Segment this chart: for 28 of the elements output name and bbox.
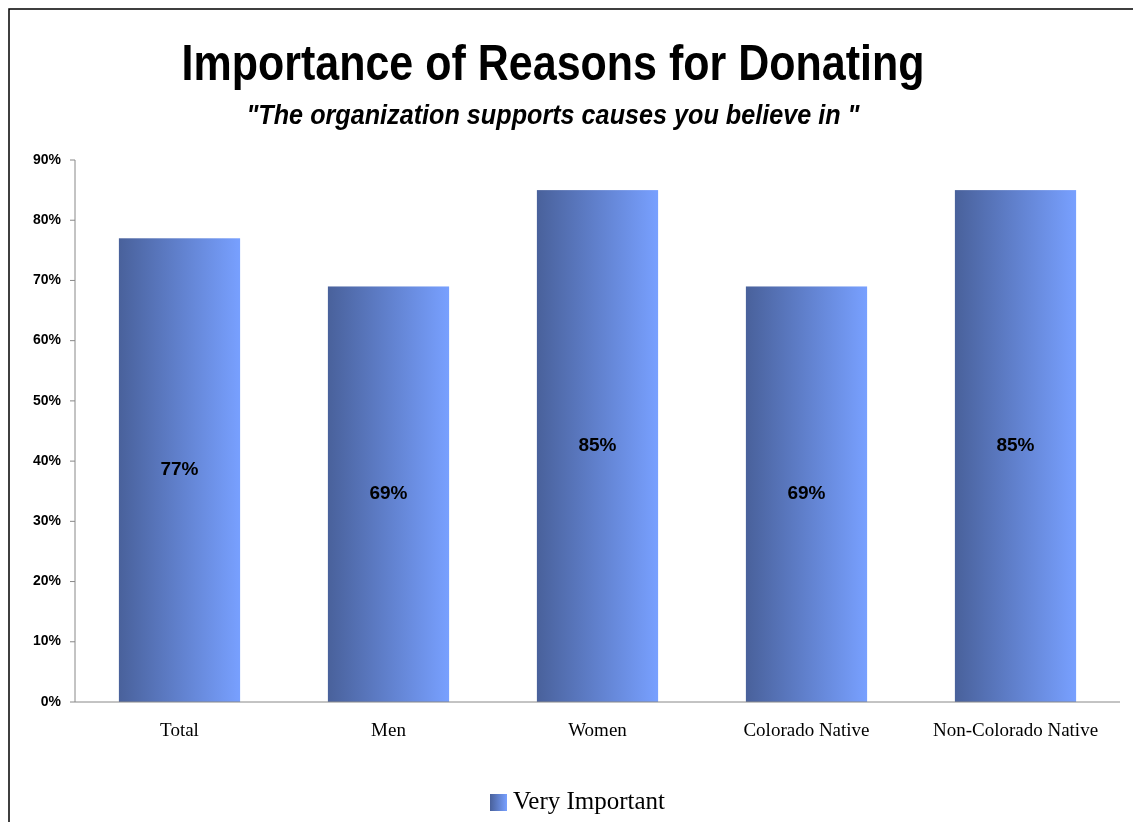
x-tick-label: Women — [568, 719, 628, 740]
y-tick-label: 60% — [32, 331, 62, 348]
y-tick-label: 20% — [32, 572, 62, 589]
y-tick-label: 50% — [32, 391, 62, 408]
data-label: 85% — [578, 434, 617, 456]
y-tick-label: 0% — [40, 692, 62, 709]
bar — [118, 238, 241, 702]
chart-title: Importance of Reasons for Donating — [181, 34, 925, 91]
y-tick-label: 30% — [32, 512, 62, 529]
bar — [954, 190, 1077, 702]
y-tick-label: 40% — [32, 451, 62, 468]
y-tick-label: 10% — [32, 632, 62, 649]
data-label: 69% — [787, 482, 826, 504]
x-tick-label: Total — [160, 719, 199, 740]
y-tick-label: 90% — [32, 150, 62, 167]
legend-label: Very Important — [513, 786, 666, 814]
data-label: 85% — [996, 434, 1035, 456]
chart-subtitle: "The organization supports causes you believe in " — [246, 98, 860, 131]
bar — [536, 190, 659, 702]
x-tick-label: Non-Colorado Native — [932, 719, 1099, 740]
y-tick-label: 80% — [32, 210, 62, 227]
y-tick-label: 70% — [32, 271, 62, 288]
bar — [745, 286, 868, 702]
bar — [327, 286, 450, 702]
x-tick-label: Men — [371, 719, 407, 740]
data-label: 69% — [369, 482, 408, 504]
x-tick-label: Colorado Native — [743, 719, 870, 740]
data-label: 77% — [160, 458, 199, 480]
